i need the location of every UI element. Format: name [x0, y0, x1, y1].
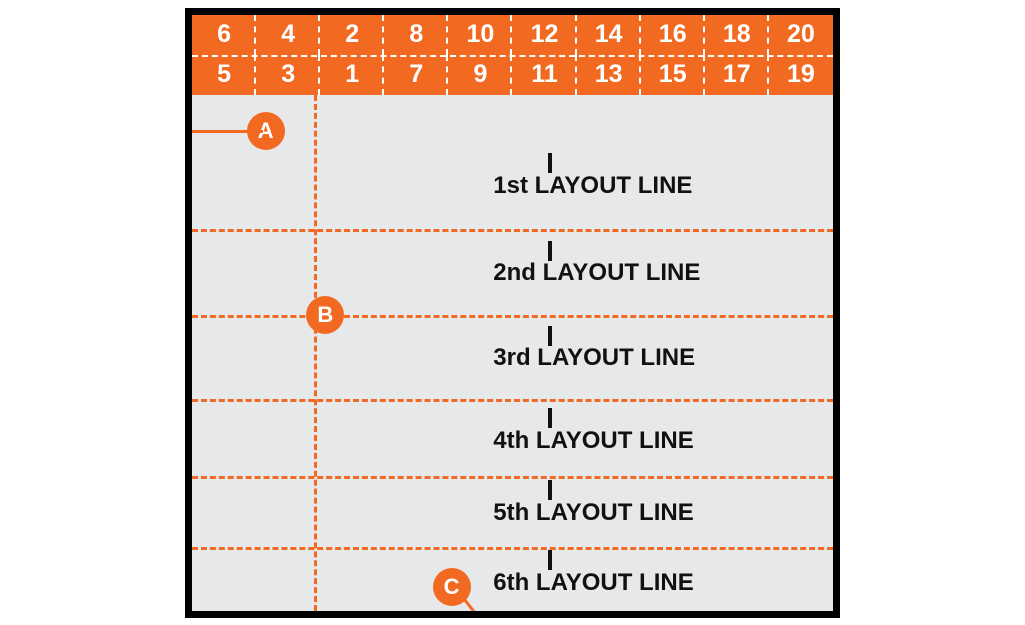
center-tick: [548, 241, 552, 261]
header-cell: 18: [705, 15, 769, 55]
badge-label: B: [317, 302, 333, 328]
layout-divider: [192, 399, 833, 402]
layout-line-label: 1st LAYOUT LINE: [493, 172, 692, 200]
layout-divider: [192, 315, 833, 318]
header-cell: 4: [256, 15, 320, 55]
center-tick: [548, 408, 552, 428]
header-grid: 6428101214161820531791113151719: [192, 15, 833, 95]
header-row-1: 531791113151719: [192, 55, 833, 95]
header-cell: 17: [705, 55, 769, 95]
header-cell: 11: [512, 55, 576, 95]
body-area: 1st LAYOUT LINE 2nd LAYOUT LINE 3rd LAYOUT…: [192, 95, 833, 611]
header-cell: 16: [641, 15, 705, 55]
header-cell: 20: [769, 15, 833, 55]
layout-line-label: 2nd LAYOUT LINE: [493, 259, 700, 287]
badge-b: B: [306, 296, 344, 334]
header-cell: 3: [256, 55, 320, 95]
vertical-guide: [314, 95, 317, 611]
header-cell: 10: [448, 15, 512, 55]
header-cell: 5: [192, 55, 256, 95]
header-cell: 14: [577, 15, 641, 55]
header-cell: 9: [448, 55, 512, 95]
header-cell: 13: [577, 55, 641, 95]
badge-label: C: [444, 574, 460, 600]
header-row-0: 6428101214161820: [192, 15, 833, 55]
center-tick: [548, 550, 552, 570]
layout-divider: [192, 229, 833, 232]
diagram-frame: 6428101214161820531791113151719 1st LAYO…: [185, 8, 840, 618]
layout-line-label: 6th LAYOUT LINE: [493, 569, 693, 597]
center-tick: [548, 480, 552, 500]
center-tick: [548, 153, 552, 173]
badge-leader: [185, 130, 263, 133]
layout-divider: [192, 547, 833, 550]
header-cell: 19: [769, 55, 833, 95]
header-cell: 6: [192, 15, 256, 55]
header-cell: 12: [512, 15, 576, 55]
header-cell: 1: [320, 55, 384, 95]
layout-line-label: 3rd LAYOUT LINE: [493, 344, 695, 372]
header-cell: 7: [384, 55, 448, 95]
layout-line-label: 4th LAYOUT LINE: [493, 427, 693, 455]
layout-line-label: 5th LAYOUT LINE: [493, 499, 693, 527]
header-cell: 2: [320, 15, 384, 55]
badge-leader: [461, 596, 488, 618]
header-cell: 8: [384, 15, 448, 55]
layout-divider: [192, 476, 833, 479]
header-cell: 15: [641, 55, 705, 95]
center-tick: [548, 326, 552, 346]
